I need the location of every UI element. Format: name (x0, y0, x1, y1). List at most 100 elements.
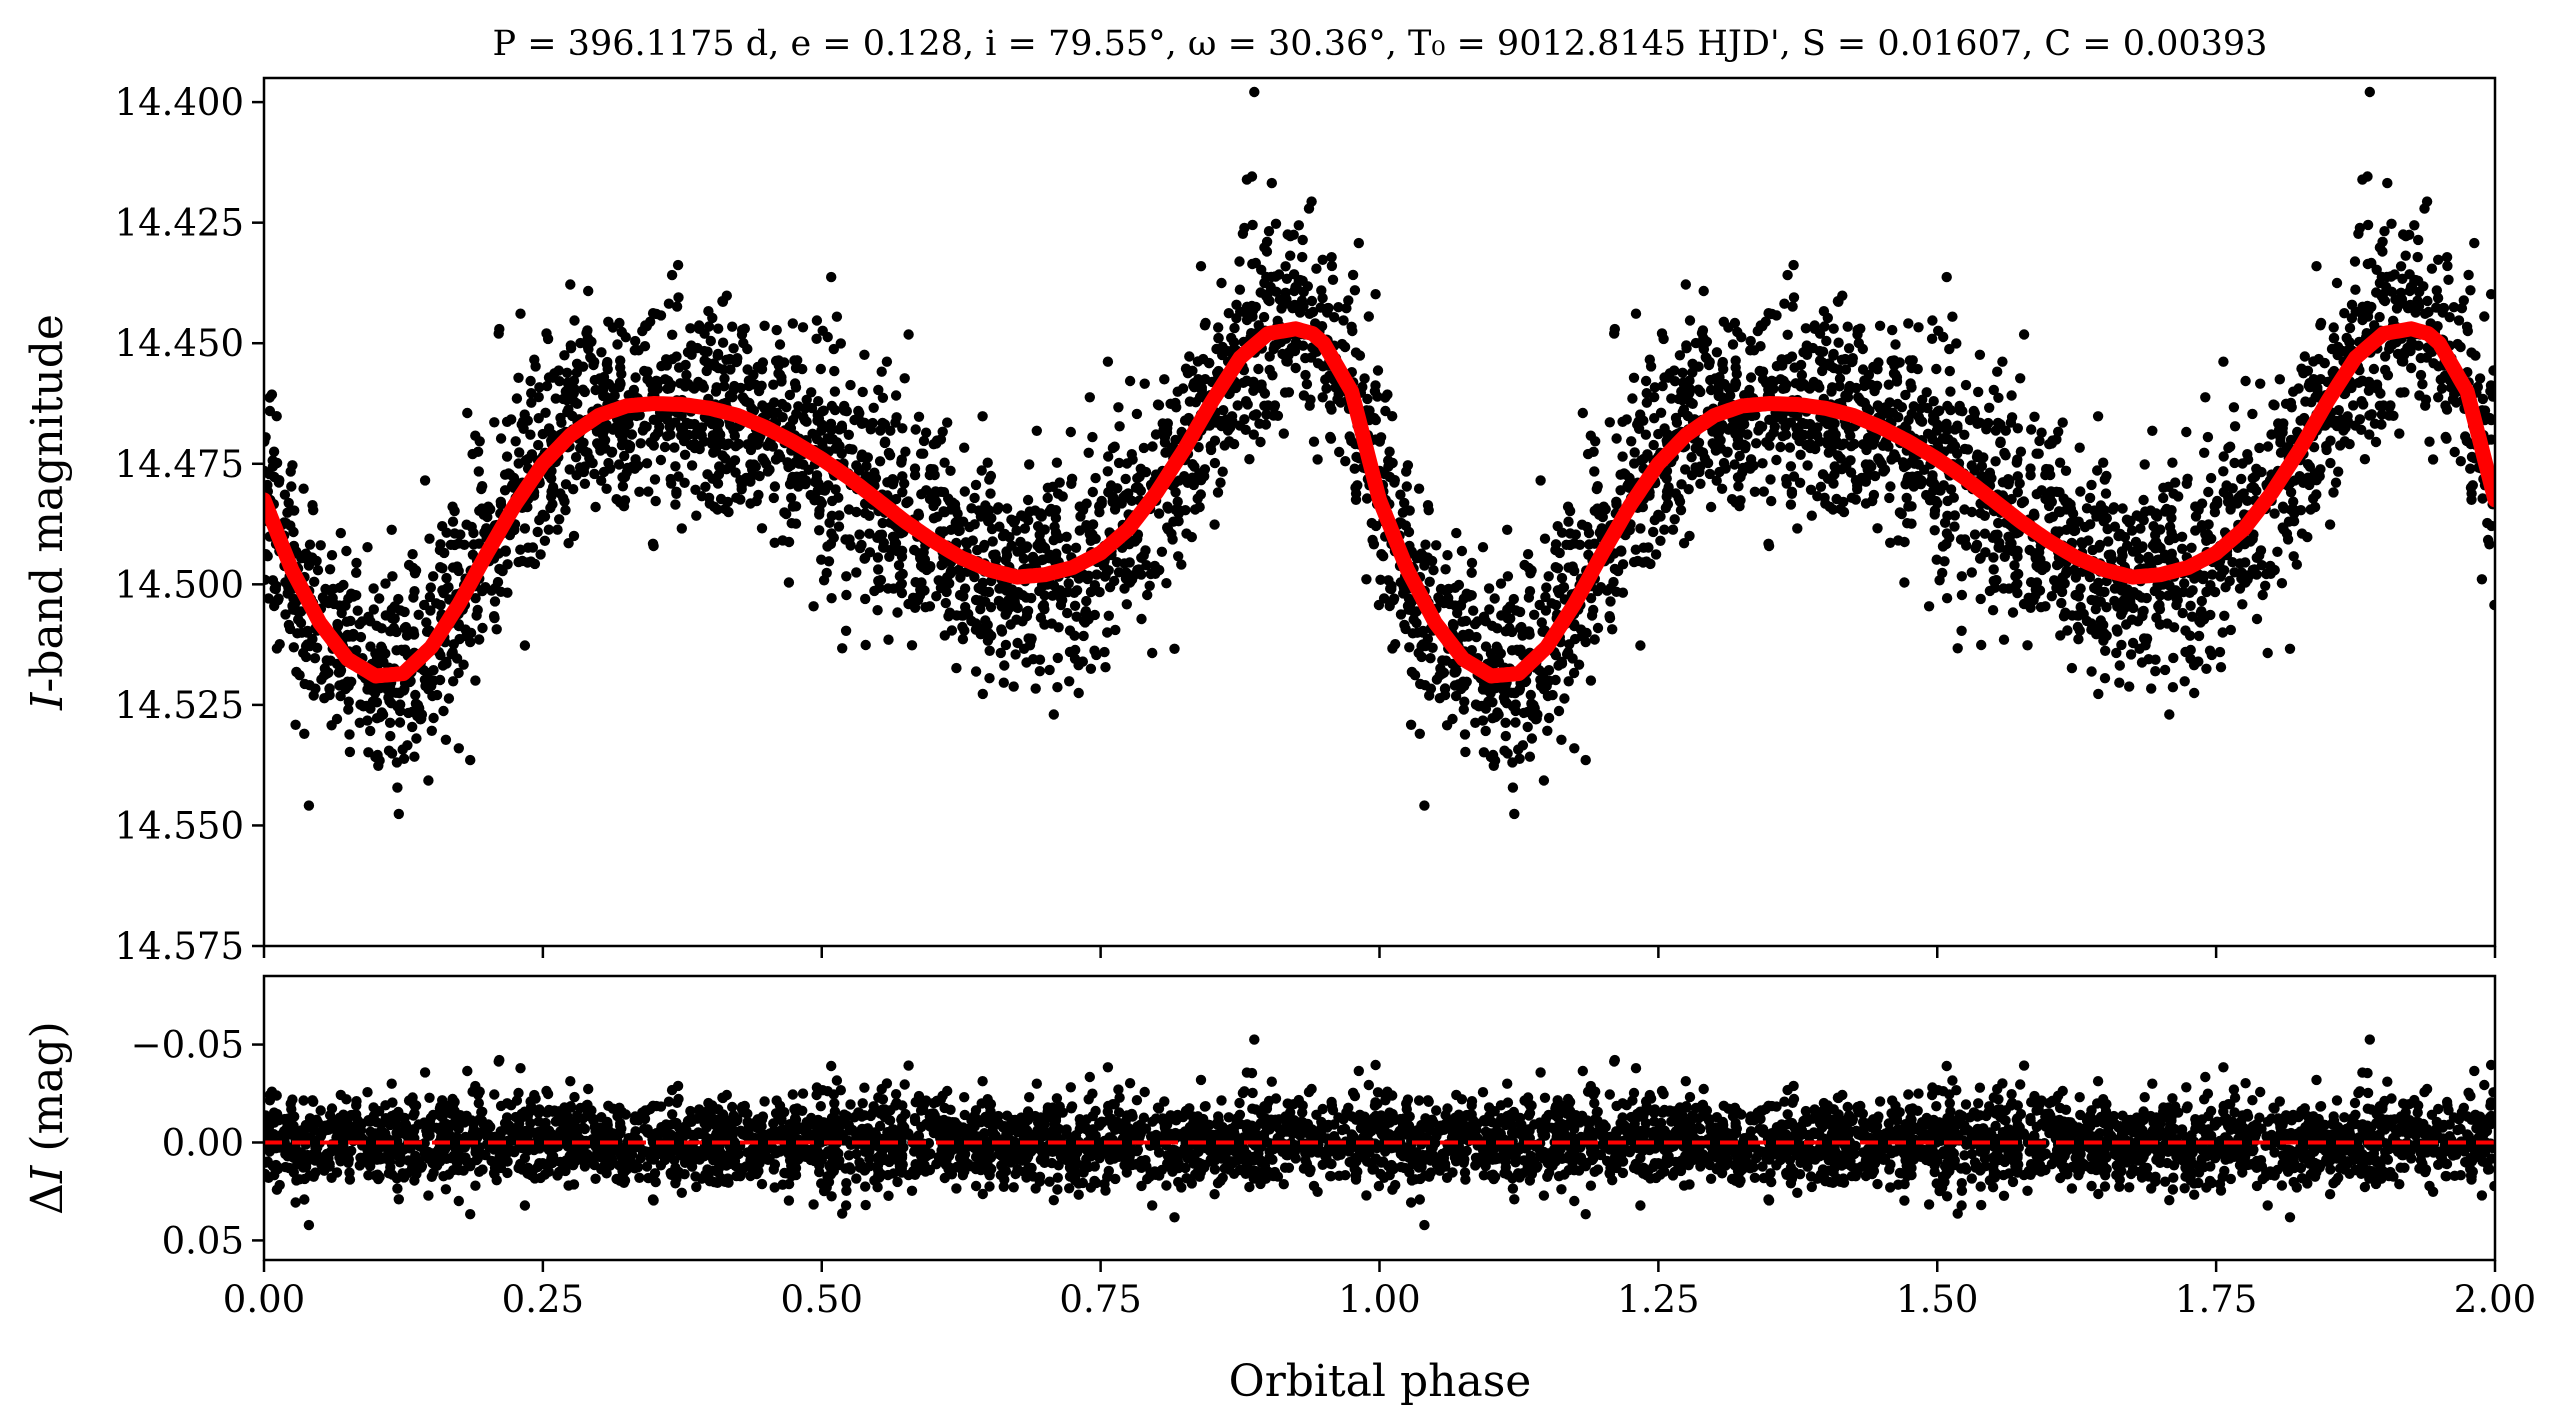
data-point (1611, 586, 1622, 597)
data-point (2168, 622, 2180, 633)
data-point (1817, 469, 1829, 480)
data-point (2043, 464, 2055, 475)
data-point (1199, 320, 1211, 331)
data-point (1142, 589, 1153, 601)
data-point (1966, 567, 1978, 578)
data-point (264, 593, 274, 604)
data-point (2453, 315, 2465, 326)
data-point (942, 417, 953, 428)
data-point (552, 524, 563, 535)
data-point (877, 517, 888, 529)
data-point (2291, 559, 2302, 570)
data-point (686, 460, 698, 471)
data-point (300, 651, 312, 663)
data-point (2168, 652, 2179, 664)
data-point (1917, 394, 1928, 405)
data-point (856, 451, 867, 463)
data-point (346, 588, 357, 599)
data-point (1470, 717, 1481, 728)
data-point (1253, 363, 1264, 375)
data-point (2193, 630, 2205, 642)
data-point (818, 575, 830, 586)
data-point (1919, 464, 1930, 475)
data-point (584, 453, 595, 464)
data-point (872, 552, 884, 563)
data-point (728, 384, 739, 396)
data-point (2124, 681, 2135, 692)
data-point (395, 605, 406, 616)
data-point (2172, 594, 2183, 606)
data-point (1350, 347, 1362, 358)
data-point (629, 345, 640, 356)
data-point (1232, 400, 1243, 411)
data-point (1550, 544, 1561, 556)
data-point (2364, 429, 2375, 440)
data-point (983, 504, 994, 516)
data-point (816, 425, 827, 436)
data-point (2274, 374, 2285, 385)
data-point (1061, 543, 1072, 554)
data-point (1830, 429, 1841, 440)
light-curve-panel: 14.40014.42514.45014.47514.50014.52514.5… (22, 76, 2497, 968)
data-point (655, 310, 667, 321)
data-point (1604, 417, 1616, 428)
data-point (1589, 634, 1600, 645)
data-point (826, 400, 838, 412)
data-point (1085, 586, 1097, 597)
data-point (2414, 286, 2425, 298)
data-point (715, 493, 727, 505)
data-point (1456, 545, 1468, 557)
data-point (2092, 411, 2104, 422)
data-point (365, 725, 376, 737)
data-point (2205, 609, 2216, 621)
data-point (1577, 407, 1589, 419)
data-point (1831, 493, 1842, 505)
data-point (1495, 578, 1507, 589)
data-point (368, 604, 379, 615)
data-point (768, 492, 779, 504)
data-point (1491, 641, 1502, 652)
data-point (1991, 574, 2002, 586)
data-point (461, 519, 472, 530)
data-point (1012, 637, 1023, 649)
data-point (937, 580, 948, 591)
data-point (2362, 219, 2374, 231)
data-point (1861, 444, 1872, 456)
data-point (1686, 452, 1697, 463)
data-point (1729, 317, 1741, 329)
data-point (1001, 503, 1013, 514)
data-point (1705, 384, 1717, 396)
data-point (1486, 620, 1498, 631)
data-point (673, 292, 684, 303)
data-point (1539, 533, 1551, 544)
data-point (1468, 605, 1479, 616)
data-point (613, 459, 625, 470)
data-point (987, 536, 998, 547)
data-point (1229, 322, 1240, 334)
data-point (736, 324, 748, 336)
data-point (2440, 400, 2451, 411)
data-point (2099, 515, 2110, 527)
data-point (1121, 599, 1133, 610)
data-point (910, 577, 921, 588)
data-point (2189, 687, 2200, 699)
data-point (868, 402, 879, 413)
data-point (945, 465, 956, 476)
data-point (2132, 616, 2144, 627)
data-point (1998, 583, 2009, 594)
data-point (986, 630, 997, 641)
data-point (885, 425, 896, 436)
data-point (264, 405, 276, 417)
data-point (448, 676, 459, 687)
data-point (1117, 493, 1129, 505)
data-point (1044, 506, 1055, 517)
data-point (568, 530, 580, 542)
data-point (705, 335, 716, 347)
data-point (1842, 321, 1853, 332)
data-point (267, 575, 279, 586)
data-point (893, 560, 905, 571)
data-point (1298, 286, 1309, 298)
data-point (1896, 402, 1908, 413)
data-point (731, 492, 742, 503)
data-point (690, 484, 701, 495)
